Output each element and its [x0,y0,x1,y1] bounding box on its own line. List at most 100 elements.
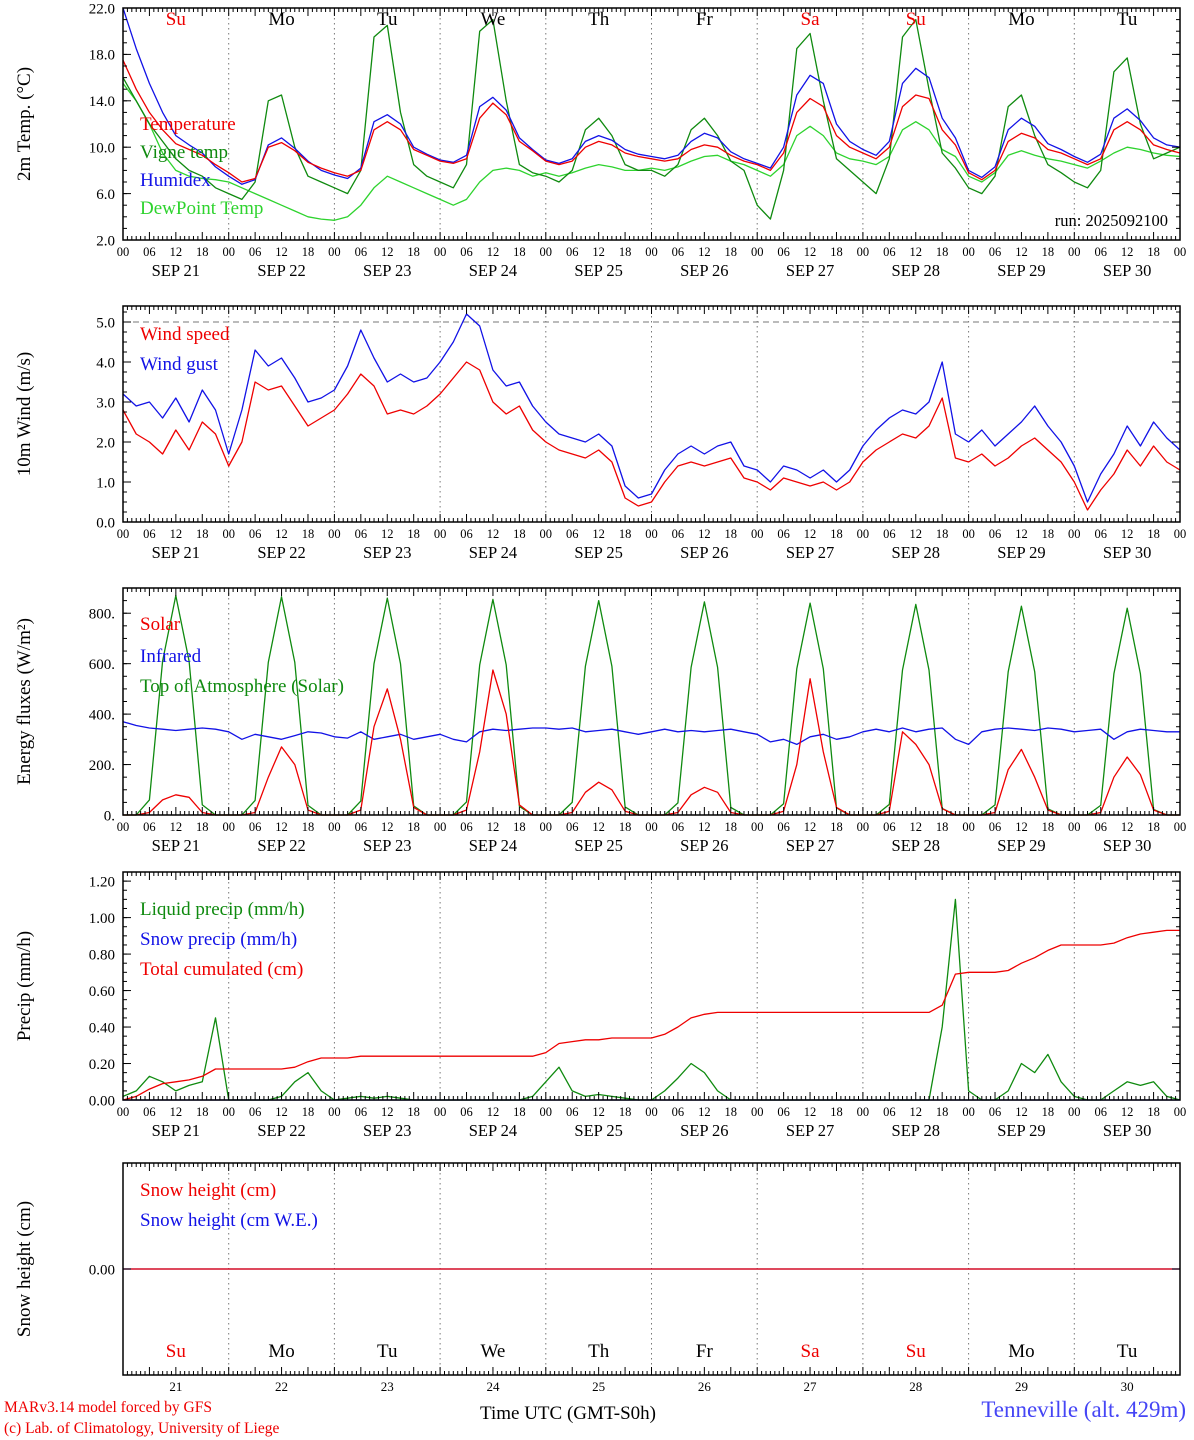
svg-text:00: 00 [434,820,447,834]
svg-text:Sa: Sa [801,9,821,30]
credit-line-2: (c) Lab. of Climatology, University of L… [4,1420,280,1437]
svg-text:SEP 23: SEP 23 [363,836,411,855]
svg-text:Tu: Tu [1117,9,1138,30]
svg-text:06: 06 [883,820,896,834]
svg-text:00: 00 [857,820,870,834]
svg-text:06: 06 [672,527,685,541]
svg-text:06: 06 [566,1105,579,1119]
svg-text:1.00: 1.00 [89,911,115,927]
svg-text:SEP 22: SEP 22 [257,836,305,855]
wind-panel: 0.0 1.0 2.0 3.0 4.0 5.0 00 06 12 18 00 06 12 18 00 06 12… [14,305,1187,562]
svg-text:SEP 25: SEP 25 [574,836,622,855]
svg-text:25: 25 [592,1379,605,1394]
svg-text:SEP 28: SEP 28 [892,543,940,562]
svg-text:12: 12 [910,527,923,541]
svg-text:0.40: 0.40 [89,1020,115,1036]
svg-text:Infrared: Infrared [140,646,202,667]
svg-text:18: 18 [513,527,526,541]
svg-text:00: 00 [962,527,975,541]
svg-text:00: 00 [751,245,764,259]
svg-text:18.0: 18.0 [89,48,115,64]
svg-text:00: 00 [857,527,870,541]
svg-text:18: 18 [302,820,315,834]
svg-text:2.0: 2.0 [96,435,115,451]
svg-text:12: 12 [592,1105,605,1119]
svg-text:06: 06 [249,245,262,259]
svg-text:12: 12 [275,245,288,259]
svg-text:SEP 21: SEP 21 [152,1121,200,1140]
svg-text:00: 00 [1068,1105,1081,1119]
svg-text:00: 00 [1174,527,1187,541]
svg-text:06: 06 [777,527,790,541]
svg-text:18: 18 [725,527,738,541]
svg-text:00: 00 [645,527,658,541]
svg-text:00: 00 [1174,820,1187,834]
svg-text:Tu: Tu [377,1341,398,1362]
svg-text:06: 06 [143,1105,156,1119]
svg-text:Wind speed: Wind speed [140,324,230,345]
svg-text:Precip (mm/h): Precip (mm/h) [14,931,35,1041]
temperature-panel: 2.0 6.0 10.0 14.0 18.0 22.0 00 06 12 18 00 06 12 18 00… [14,1,1186,280]
svg-text:00: 00 [434,245,447,259]
svg-text:06: 06 [1094,820,1107,834]
svg-text:Su: Su [906,1341,927,1362]
svg-text:12: 12 [381,245,394,259]
svg-text:06: 06 [883,245,896,259]
svg-text:06: 06 [249,1105,262,1119]
svg-text:18: 18 [725,245,738,259]
svg-text:26: 26 [698,1379,712,1394]
svg-text:SEP 26: SEP 26 [680,543,728,562]
svg-text:SEP 28: SEP 28 [892,261,940,280]
svg-text:Solar: Solar [140,614,181,635]
svg-text:06: 06 [249,820,262,834]
svg-text:SEP 26: SEP 26 [680,1121,728,1140]
svg-text:00: 00 [962,245,975,259]
svg-text:10.0: 10.0 [89,140,115,156]
svg-text:18: 18 [196,245,209,259]
svg-text:5.0: 5.0 [96,315,115,331]
svg-text:18: 18 [407,1105,420,1119]
svg-text:22: 22 [275,1379,288,1394]
svg-text:18: 18 [619,245,632,259]
svg-text:Temperature: Temperature [140,114,236,135]
svg-text:00: 00 [328,245,341,259]
svg-text:12: 12 [804,245,817,259]
svg-text:18: 18 [1042,527,1055,541]
svg-text:14.0: 14.0 [89,94,115,110]
svg-text:18: 18 [619,820,632,834]
svg-text:12: 12 [592,820,605,834]
svg-text:18: 18 [830,1105,843,1119]
svg-text:12: 12 [1121,527,1134,541]
svg-text:06: 06 [143,245,156,259]
svg-text:18: 18 [196,820,209,834]
svg-text:18: 18 [513,820,526,834]
svg-text:SEP 30: SEP 30 [1103,261,1151,280]
svg-text:00: 00 [751,820,764,834]
svg-text:06: 06 [883,527,896,541]
svg-text:Top of Atmosphere (Solar): Top of Atmosphere (Solar) [140,676,344,697]
svg-text:SEP 23: SEP 23 [363,1121,411,1140]
svg-text:DewPoint Temp: DewPoint Temp [140,198,263,219]
svg-text:12: 12 [170,1105,183,1119]
svg-text:SEP 27: SEP 27 [786,836,834,855]
svg-text:12: 12 [1121,820,1134,834]
svg-text:SEP 30: SEP 30 [1103,836,1151,855]
svg-text:00: 00 [1174,1105,1187,1119]
svg-text:SEP 27: SEP 27 [786,543,834,562]
svg-text:0.: 0. [104,808,115,824]
svg-text:SEP 24: SEP 24 [469,836,517,855]
svg-text:Mo: Mo [268,1341,294,1362]
svg-text:Humidex: Humidex [140,170,211,191]
svg-text:18: 18 [1147,820,1160,834]
svg-text:12: 12 [170,820,183,834]
svg-text:18: 18 [513,1105,526,1119]
svg-text:00: 00 [117,527,130,541]
svg-text:SEP 23: SEP 23 [363,543,411,562]
svg-text:18: 18 [1147,1105,1160,1119]
svg-text:00: 00 [328,527,341,541]
svg-text:SEP 21: SEP 21 [152,836,200,855]
svg-text:SEP 25: SEP 25 [574,543,622,562]
svg-text:18: 18 [1042,1105,1055,1119]
svg-text:12: 12 [804,527,817,541]
svg-text:06: 06 [1094,527,1107,541]
